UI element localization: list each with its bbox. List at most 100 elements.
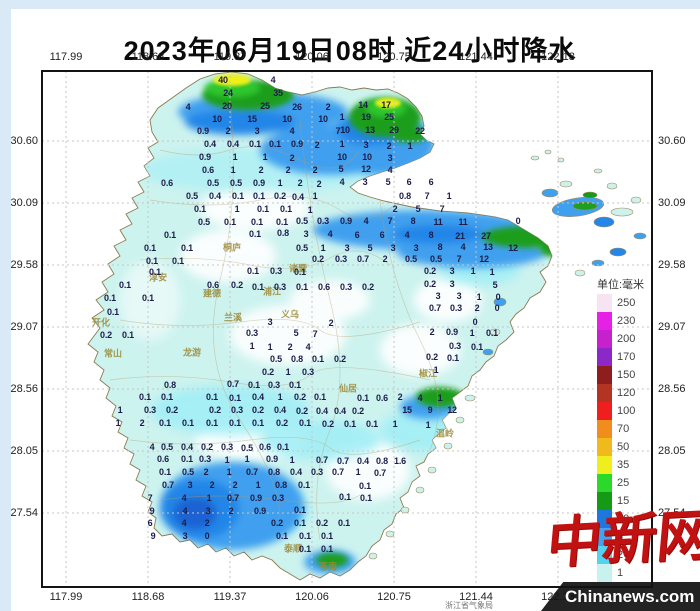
legend-entry: 200: [597, 330, 653, 348]
station-value: 0.5: [270, 354, 282, 364]
station-value: 0.9: [340, 216, 352, 226]
station-value: 0.4: [357, 456, 369, 466]
station-value: 2: [258, 165, 264, 175]
legend-entry: 10: [597, 510, 653, 528]
station-value: 0.2: [362, 282, 374, 292]
city-label: 苍南: [318, 561, 338, 572]
station-value: 1: [267, 342, 273, 352]
station-value: 0.3: [302, 367, 314, 377]
station-value: 0.7: [337, 456, 349, 466]
lon-tick-top: 120.75: [377, 51, 411, 63]
station-value: 0.5: [230, 178, 242, 188]
station-value: 1: [289, 455, 295, 465]
station-value: 0.1: [104, 293, 116, 303]
station-value: 0.1: [144, 243, 156, 253]
station-value: 12: [361, 164, 371, 174]
station-value: 0.7: [162, 480, 174, 490]
station-value: 0.1: [146, 256, 158, 266]
station-value: 9: [427, 405, 433, 415]
lat-tick-left: 28.56: [10, 383, 38, 395]
station-value: 4: [149, 442, 155, 452]
station-value: 0.1: [339, 492, 351, 502]
station-value: 0.1: [119, 280, 131, 290]
station-value: 0.4: [227, 139, 239, 149]
station-value: 0.3: [270, 266, 282, 276]
station-value: 0.4: [316, 406, 328, 416]
station-value: 0.3: [335, 254, 347, 264]
station-value: 5: [367, 243, 373, 253]
station-value: 0.5: [182, 467, 194, 477]
station-value: 0.1: [172, 256, 184, 266]
station-value: 7: [335, 126, 341, 136]
station-value: 3: [182, 531, 188, 541]
station-value: 0.2: [316, 518, 328, 528]
station-value: 0.1: [276, 531, 288, 541]
station-value: 0.1: [249, 229, 261, 239]
station-value: 0.2: [231, 280, 243, 290]
lon-tick-top: 119.37: [213, 51, 247, 63]
city-label: 泰顺: [283, 543, 303, 554]
station-value: 2: [386, 141, 392, 151]
station-value: 0: [494, 303, 500, 313]
legend-value: 25: [617, 477, 630, 489]
moderate-rain-patches: [160, 92, 547, 574]
station-value: 4: [181, 518, 187, 528]
station-value: 12: [447, 405, 457, 415]
station-value: 0.1: [142, 293, 154, 303]
station-value: 0: [204, 531, 210, 541]
station-value: 0.9: [291, 139, 303, 149]
station-value: 2: [232, 480, 238, 490]
station-value: 0.3: [274, 282, 286, 292]
station-value: 0.3: [450, 303, 462, 313]
city-label: 温岭: [435, 428, 455, 439]
legend-value: 150: [617, 369, 636, 381]
station-value: 0.1: [257, 204, 269, 214]
station-value: 0.1: [206, 418, 218, 428]
legend-swatch: [597, 420, 612, 438]
station-value: 2: [392, 204, 398, 214]
station-value: 0.3: [340, 282, 352, 292]
station-value: 0.4: [334, 406, 346, 416]
station-value: 2: [225, 126, 231, 136]
station-value: 6: [406, 177, 412, 187]
lat-tick-left: 29.07: [10, 321, 38, 333]
station-value: 1.6: [394, 456, 406, 466]
station-value: 0.1: [229, 393, 241, 403]
source-text: 浙江省气象局: [445, 601, 493, 610]
station-value: 1: [489, 267, 495, 277]
station-value: 0.1: [269, 139, 281, 149]
station-value: 12: [479, 254, 489, 264]
station-value: 0.1: [149, 267, 161, 277]
legend-entry: 25: [597, 474, 653, 492]
station-value: 0.7: [429, 303, 441, 313]
station-value: 15: [247, 114, 257, 124]
station-value: 0.1: [107, 307, 119, 317]
station-value: 0.3: [246, 328, 258, 338]
station-value: 27: [481, 231, 491, 241]
station-value: 8: [437, 242, 443, 252]
station-value: 2: [289, 153, 295, 163]
legend-value: 15: [617, 495, 630, 507]
city-label: 常山: [103, 348, 123, 359]
station-value: 0.1: [471, 342, 483, 352]
station-value: 0.5: [296, 243, 308, 253]
lon-tick-bottom: 119.37: [213, 591, 247, 603]
station-value: 14: [358, 100, 368, 110]
station-value: 0.1: [277, 442, 289, 452]
station-value: 2: [285, 165, 291, 175]
station-value: 5: [492, 280, 498, 290]
legend-value: 200: [617, 333, 636, 345]
station-value: 0.1: [206, 392, 218, 402]
legend-value: 100: [617, 405, 636, 417]
station-value: 0.1: [299, 418, 311, 428]
station-value: 0.1: [251, 217, 263, 227]
station-value: 25: [260, 101, 270, 111]
station-value: 7: [387, 216, 393, 226]
station-value: 0.6: [207, 280, 219, 290]
station-value: 0.5: [241, 443, 253, 453]
station-value: 7: [456, 254, 462, 264]
city-label: 椒江: [418, 368, 438, 379]
legend-swatch: [597, 294, 612, 312]
city-label: 龙游: [182, 347, 202, 358]
station-value: 3: [187, 480, 193, 490]
